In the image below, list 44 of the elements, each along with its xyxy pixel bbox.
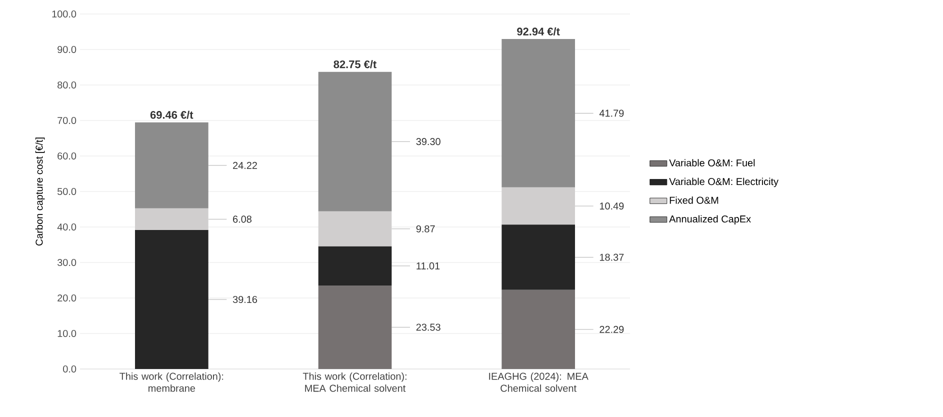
- annotation: 82.75 €/t: [334, 60, 376, 68]
- x-tick-label: This work (Correlation): membrane: [120, 372, 224, 392]
- legend-label: Fixed O&M: [670, 196, 718, 204]
- y-tick-label: 70.0: [58, 116, 76, 124]
- data-label: 6.08: [233, 216, 252, 223]
- annotation: 92.94 €/t: [517, 27, 560, 36]
- bar: [318, 211, 392, 246]
- x-tick-label: This work (Correlation): MEA Chemical solvent: [302, 372, 406, 392]
- legend-label: Variable O&M: Electricity: [669, 178, 778, 188]
- y-tick-label: 20.0: [58, 294, 76, 302]
- data-label: 39.16: [232, 296, 258, 304]
- y-tick-label: 0.0: [63, 365, 76, 373]
- data-label: 9.87: [416, 225, 435, 232]
- data-label: 11.01: [416, 262, 440, 270]
- bar: [318, 72, 392, 212]
- data-label: 18.37: [600, 254, 624, 261]
- y-tick-label: 60.0: [58, 152, 76, 160]
- y-axis-title: Carbon capture cost [€/t]: [35, 138, 45, 246]
- data-label: 23.53: [416, 324, 440, 331]
- annotation: 69.46 €/t: [150, 110, 194, 119]
- bar: [502, 290, 576, 369]
- data-label: 41.79: [599, 110, 624, 117]
- data-label: 39.30: [416, 138, 440, 146]
- bar: [502, 224, 576, 290]
- x-tick-label: IEAGHG (2024): MEA Chemical solvent: [489, 372, 588, 392]
- bar: [318, 285, 392, 369]
- y-tick-label: 80.0: [58, 81, 76, 89]
- y-tick-label: 40.0: [57, 223, 76, 231]
- y-tick-label: 30.0: [57, 258, 76, 266]
- y-tick-label: 50.0: [57, 188, 76, 196]
- legend-label: Annualized CapEx: [669, 215, 751, 224]
- data-label: 10.49: [600, 202, 624, 210]
- bar: [135, 122, 208, 208]
- legend-label: Variable O&M: Fuel: [669, 159, 755, 166]
- bar: [135, 230, 208, 369]
- bar: [318, 246, 392, 286]
- bar: [502, 39, 576, 188]
- y-tick-label: 100.0: [52, 10, 76, 18]
- data-label: 24.22: [233, 162, 257, 169]
- y-tick-label: 90.0: [58, 46, 76, 54]
- bar: [502, 187, 576, 225]
- data-label: 22.29: [600, 326, 624, 333]
- bar: [135, 208, 208, 230]
- y-tick-label: 10.0: [58, 330, 76, 338]
